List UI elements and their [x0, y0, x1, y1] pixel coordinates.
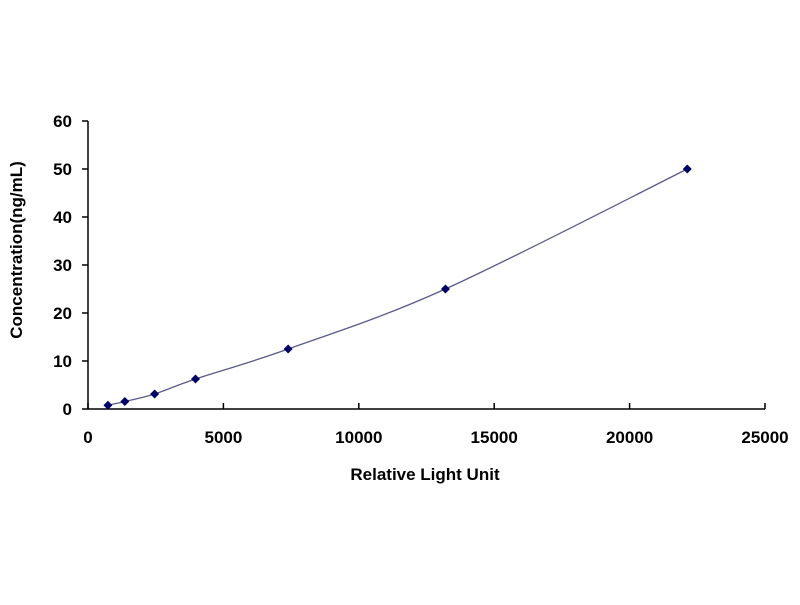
y-axis-label: Concentration(ng/mL)	[7, 161, 26, 339]
x-tick-label: 15000	[471, 428, 518, 447]
x-tick-label: 0	[83, 428, 92, 447]
data-point	[120, 397, 130, 407]
data-point	[191, 374, 201, 384]
data-points	[103, 164, 692, 410]
x-tick-label: 25000	[741, 428, 788, 447]
data-point	[682, 164, 692, 174]
x-tick-label: 20000	[606, 428, 653, 447]
y-tick-label: 40	[53, 208, 72, 227]
y-tick-label: 50	[53, 160, 72, 179]
y-tick-label: 20	[53, 304, 72, 323]
fitted-curve	[107, 168, 688, 406]
y-tick-label: 60	[53, 112, 72, 131]
axes: 0 5000 10000 15000 20000 25000 0 10 20 30 40 50 60	[53, 112, 789, 447]
x-tick-label: 5000	[204, 428, 242, 447]
data-point	[103, 400, 113, 410]
y-tick-label: 0	[63, 400, 72, 419]
x-axis-label: Relative Light Unit	[350, 465, 500, 484]
data-point	[283, 344, 293, 354]
data-point	[440, 284, 450, 294]
x-tick-label: 10000	[335, 428, 382, 447]
y-tick-label: 10	[53, 352, 72, 371]
data-point	[150, 389, 160, 399]
y-tick-label: 30	[53, 256, 72, 275]
